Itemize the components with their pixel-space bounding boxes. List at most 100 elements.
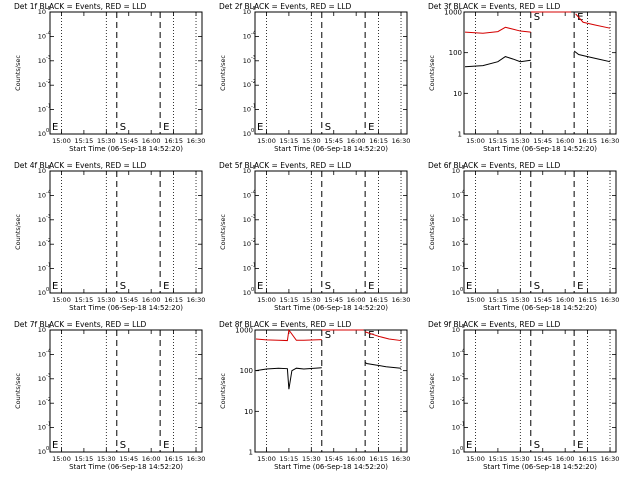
series-events-line: [255, 367, 322, 390]
plot-frame: [254, 11, 408, 135]
y-tick-label: 10 -2: [243, 238, 256, 248]
y-tick-label: 1000: [444, 9, 462, 17]
y-axis-label: Counts/sec: [219, 373, 227, 409]
y-tick-label: 10 -5: [452, 165, 465, 175]
y-tick-label: 10 -5: [243, 6, 256, 16]
svg-text:-5: -5: [46, 165, 51, 171]
svg-text:10: 10: [38, 32, 46, 40]
y-axis-label: Counts/sec: [14, 55, 22, 91]
x-tick-label: 15:15: [489, 296, 508, 304]
x-tick-label: 15:45: [324, 296, 343, 304]
x-axis-label: Start Time (06-Sep-18 14:52:20): [274, 304, 388, 312]
edge-label: E: [52, 281, 58, 292]
svg-text:10: 10: [38, 57, 46, 65]
x-axis-label: Start Time (06-Sep-18 14:52:20): [274, 463, 388, 471]
svg-text:-4: -4: [251, 30, 256, 36]
edge-label: E: [52, 440, 58, 451]
x-tick-label: 16:00: [347, 137, 366, 145]
y-tick-label: 10 -3: [38, 55, 51, 65]
svg-text:-2: -2: [251, 238, 256, 244]
y-tick-label: 1: [249, 449, 253, 457]
svg-text:-2: -2: [460, 397, 465, 403]
svg-text:10: 10: [452, 448, 460, 456]
svg-text:-4: -4: [46, 30, 51, 36]
y-tick-label: 10 -3: [243, 55, 256, 65]
svg-text:10: 10: [38, 448, 46, 456]
x-tick-label: 16:15: [164, 455, 183, 463]
y-tick-label: 1: [458, 131, 462, 139]
marker-label-S: S: [325, 122, 331, 133]
svg-text:10: 10: [38, 8, 46, 16]
panel-title: Det 8f BLACK = Events, RED = LLD: [219, 320, 352, 329]
plot-frame: [463, 11, 617, 135]
y-tick-label: 10 -5: [243, 165, 256, 175]
x-tick-label: 15:45: [119, 455, 138, 463]
svg-text:-1: -1: [46, 104, 51, 110]
panel-title: Det 5f BLACK = Events, RED = LLD: [219, 161, 352, 170]
marker-label-S: S: [325, 281, 331, 292]
y-tick-label: 1000: [235, 327, 253, 335]
x-tick-label: 15:15: [280, 137, 299, 145]
panel-title: Det 2f BLACK = Events, RED = LLD: [219, 2, 352, 11]
x-tick-label: 15:30: [97, 455, 116, 463]
y-axis-label: Counts/sec: [428, 373, 436, 409]
svg-text:0: 0: [46, 287, 49, 293]
svg-text:-4: -4: [251, 189, 256, 195]
y-tick-label: 10 -2: [452, 397, 465, 407]
y-tick-label: 10 -1: [38, 104, 51, 114]
svg-text:10: 10: [243, 81, 251, 89]
svg-text:-3: -3: [46, 214, 51, 220]
x-tick-label: 15:30: [302, 296, 321, 304]
series-events-line: [464, 56, 531, 68]
x-tick-label: 15:00: [466, 455, 485, 463]
x-axis-label: Start Time (06-Sep-18 14:52:20): [483, 145, 597, 153]
y-tick-label: 10 -1: [452, 422, 465, 432]
detector-panel-9: Det 9f BLACK = Events, RED = LLD 15:00 15:…: [428, 320, 619, 471]
edge-label: E: [466, 281, 472, 292]
y-tick-label: 10: [453, 90, 462, 98]
y-axis-label: Counts/sec: [219, 214, 227, 250]
detector-panel-2: Det 2f BLACK = Events, RED = LLD 15:00 15:…: [219, 2, 410, 153]
svg-text:10: 10: [452, 375, 460, 383]
svg-text:10: 10: [243, 57, 251, 65]
x-tick-label: 16:30: [601, 455, 620, 463]
edge-label: E: [257, 122, 263, 133]
detector-panel-8: Det 8f BLACK = Events, RED = LLD 15:00 15:…: [219, 320, 410, 471]
detector-panel-3: Det 3f BLACK = Events, RED = LLD 15:00 15:…: [428, 2, 619, 153]
svg-text:-3: -3: [460, 214, 465, 220]
svg-text:-2: -2: [251, 79, 256, 85]
x-tick-label: 15:45: [324, 137, 343, 145]
svg-text:10: 10: [243, 106, 251, 114]
y-tick-label: 10 -1: [38, 263, 51, 273]
x-tick-label: 15:00: [466, 137, 485, 145]
marker-label-S: S: [120, 440, 126, 451]
svg-text:10: 10: [452, 350, 460, 358]
plot-frame: [49, 11, 203, 135]
svg-text:10: 10: [452, 289, 460, 297]
x-tick-label: 15:30: [97, 137, 116, 145]
svg-text:-5: -5: [460, 165, 465, 171]
x-tick-label: 15:15: [75, 137, 94, 145]
series-events-line: [573, 50, 611, 63]
x-axis-label: Start Time (06-Sep-18 14:52:20): [69, 304, 183, 312]
edge-label: E: [52, 122, 58, 133]
marker-label-S: S: [534, 440, 540, 451]
marker-label-E: E: [577, 281, 583, 292]
svg-text:10: 10: [38, 106, 46, 114]
series-lld-line: [575, 13, 611, 29]
x-tick-label: 15:15: [75, 455, 94, 463]
x-axis-label: Start Time (06-Sep-18 14:52:20): [483, 304, 597, 312]
marker-label-E: E: [163, 440, 169, 451]
x-tick-label: 16:15: [369, 137, 388, 145]
detector-panel-1: Det 1f BLACK = Events, RED = LLD 15:00 15:…: [14, 2, 205, 153]
marker-label-E: E: [368, 122, 374, 133]
x-tick-label: 15:30: [302, 455, 321, 463]
x-tick-label: 15:00: [52, 296, 71, 304]
x-tick-label: 16:30: [392, 455, 411, 463]
y-tick-label: 10 -5: [452, 324, 465, 334]
panel-title: Det 7f BLACK = Events, RED = LLD: [14, 320, 147, 329]
